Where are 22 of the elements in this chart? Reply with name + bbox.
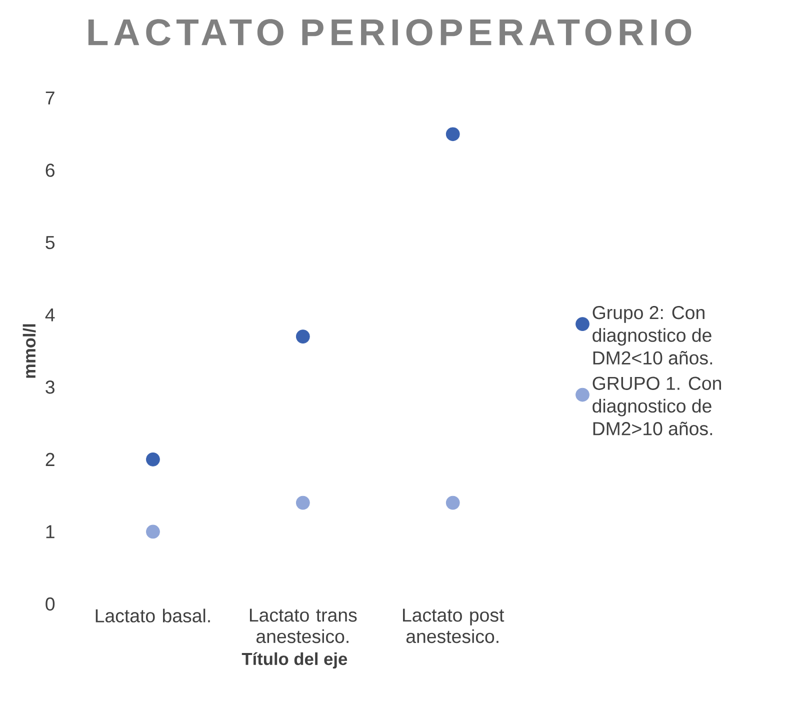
point <box>446 496 460 510</box>
point <box>296 496 310 510</box>
y-tick-label: 0 <box>46 597 55 611</box>
x-tick-label: Lactato post anestesico. <box>403 608 504 644</box>
point <box>146 524 160 539</box>
y-tick-label: 3 <box>46 380 54 394</box>
point <box>296 330 310 344</box>
x-axis-title: Título del eje <box>242 652 348 669</box>
y-axis-title: mmol/l <box>22 324 36 378</box>
y-tick-label: 7 <box>46 92 54 104</box>
chart-title: LACTATO PERIOPERATORIO <box>88 19 692 46</box>
y-tick-label: 5 <box>46 236 55 250</box>
point <box>146 452 160 466</box>
y-tick-label: 1 <box>46 525 54 538</box>
point <box>446 127 460 142</box>
x-tick-label: Lactato trans anestesico. <box>250 608 357 644</box>
x-tick-label: Lactato basal. <box>96 608 210 622</box>
y-tick-label: 4 <box>45 308 55 322</box>
y-tick-label: 6 <box>46 164 54 177</box>
legend-label: GRUPO 1. Con diagnostico de DM2>10 años. <box>592 376 721 436</box>
legend-label: Grupo 2: Con diagnostico de DM2<10 años. <box>592 306 712 365</box>
y-tick-label: 2 <box>46 452 54 466</box>
